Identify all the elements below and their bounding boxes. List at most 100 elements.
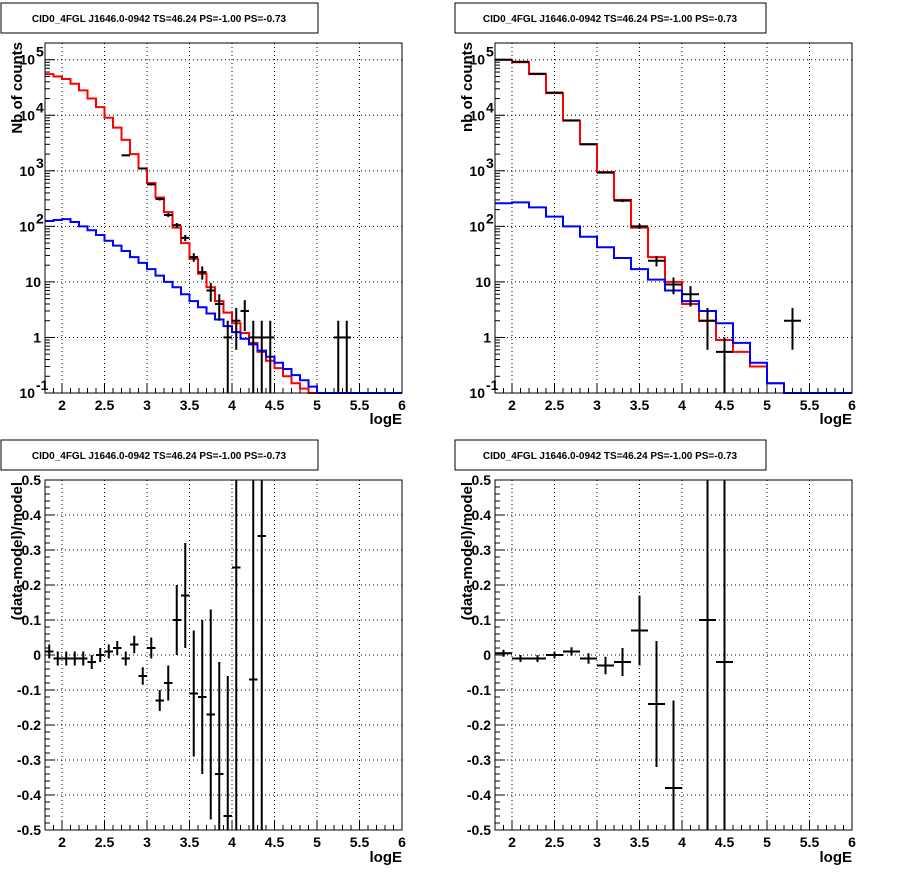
panel-title: CID0_4FGL J1646.0-0942 TS=46.24 PS=-1.00… xyxy=(32,14,287,25)
y-axis-label: nb of counts xyxy=(459,42,476,132)
x-tick-label: 5.5 xyxy=(350,834,370,850)
plot-frame xyxy=(44,479,403,831)
y-axis-label: Nb of counts xyxy=(9,42,26,134)
y-tick-label: 0.4 xyxy=(472,507,492,523)
y-tick-label: -0.3 xyxy=(467,752,491,768)
model-histogram-line xyxy=(495,201,852,394)
x-tick-label: 5 xyxy=(763,834,771,850)
y-tick-label: 10 xyxy=(25,274,41,290)
x-tick-label: 5 xyxy=(763,397,771,413)
y-tick-label: 10 xyxy=(475,274,491,290)
title-box xyxy=(0,439,319,471)
y-tick-exponent: -1 xyxy=(486,377,499,393)
x-tick-label: 3 xyxy=(593,834,601,850)
y-axis-label: (data-model)/model xyxy=(459,482,476,620)
x-tick-label: 2.5 xyxy=(95,397,115,413)
y-axis-label: (data-model)/model xyxy=(9,482,26,620)
plot-frame xyxy=(494,42,853,394)
y-tick-exponent: 3 xyxy=(486,155,494,171)
y-tick-label: 0 xyxy=(33,647,41,663)
y-tick-label: 10 xyxy=(469,52,485,68)
y-tick-label: 0.3 xyxy=(472,542,492,558)
y-tick-label: 10 xyxy=(19,218,35,234)
y-tick-label: -0.2 xyxy=(467,717,491,733)
y-tick-label: -0.1 xyxy=(467,682,491,698)
y-tick-label: 10 xyxy=(469,218,485,234)
y-tick-label: -0.1 xyxy=(17,682,41,698)
y-tick-label: 0.5 xyxy=(472,472,492,488)
plot-background xyxy=(495,43,852,393)
y-tick-exponent: -1 xyxy=(36,377,49,393)
y-tick-label: 0.3 xyxy=(22,542,42,558)
y-tick-exponent: 2 xyxy=(486,210,494,226)
x-tick-label: 6 xyxy=(848,397,856,413)
x-tick-label: 3.5 xyxy=(630,397,650,413)
y-tick-label: 10 xyxy=(19,52,35,68)
title-box xyxy=(0,2,319,34)
x-axis-label: logE xyxy=(370,849,403,866)
y-tick-label: -0.2 xyxy=(17,717,41,733)
x-tick-label: 5.5 xyxy=(350,397,370,413)
x-tick-label: 4.5 xyxy=(715,834,735,850)
x-tick-label: 3.5 xyxy=(180,397,200,413)
x-tick-label: 4 xyxy=(228,397,236,413)
y-tick-label: 0.1 xyxy=(472,612,492,628)
x-tick-label: 5.5 xyxy=(800,834,820,850)
plot-area: 2 2.5 3 3.5 4 4.5 5 5.5 6 -0.5 -0.4 -0.3 -0.2 -0.1 0 0.… xyxy=(467,472,856,850)
y-tick-label: 10 xyxy=(19,385,35,401)
plot-frame xyxy=(44,42,403,394)
x-tick-label: 4 xyxy=(228,834,236,850)
x-tick-label: 2 xyxy=(508,834,516,850)
x-tick-label: 4.5 xyxy=(265,834,285,850)
counts-panel-coarse-bins: CID0_4FGL J1646.0-0942 TS=46.24 PS=-1.00… xyxy=(454,2,856,428)
y-tick-exponent: 2 xyxy=(36,210,44,226)
y-tick-exponent: 5 xyxy=(486,44,494,60)
x-tick-label: 2 xyxy=(58,397,66,413)
x-tick-label: 6 xyxy=(848,834,856,850)
x-tick-label: 5 xyxy=(313,397,321,413)
y-tick-exponent: 5 xyxy=(36,44,44,60)
y-tick-label: -0.4 xyxy=(467,787,491,803)
x-axis-label: logE xyxy=(820,411,853,428)
y-tick-label: -0.5 xyxy=(467,822,491,838)
x-tick-label: 2 xyxy=(508,397,516,413)
x-tick-label: 6 xyxy=(398,397,406,413)
x-axis-label: logE xyxy=(820,849,853,866)
y-tick-label: 0.2 xyxy=(472,577,492,593)
x-tick-label: 2.5 xyxy=(545,397,565,413)
y-tick-label: 10 xyxy=(469,107,485,123)
y-tick-label: 10 xyxy=(19,163,35,179)
x-tick-label: 3 xyxy=(593,397,601,413)
x-tick-label: 5 xyxy=(313,834,321,850)
y-tick-label: 1 xyxy=(483,329,491,345)
model-histogram-line xyxy=(45,218,402,394)
plot-background xyxy=(45,43,402,393)
x-tick-label: 4 xyxy=(678,397,686,413)
y-tick-exponent: 4 xyxy=(486,99,494,115)
y-tick-label: 0.1 xyxy=(22,612,42,628)
panel-title: CID0_4FGL J1646.0-0942 TS=46.24 PS=-1.00… xyxy=(483,14,738,25)
x-tick-label: 4.5 xyxy=(715,397,735,413)
title-box xyxy=(454,439,767,471)
y-tick-label: -0.5 xyxy=(17,822,41,838)
x-tick-label: 3 xyxy=(143,834,151,850)
x-tick-label: 6 xyxy=(398,834,406,850)
y-tick-label: 0.5 xyxy=(22,472,42,488)
y-tick-label: 10 xyxy=(469,163,485,179)
x-tick-label: 5.5 xyxy=(800,397,820,413)
residuals-panel-fine-bins: CID0_4FGL J1646.0-0942 TS=46.24 PS=-1.00… xyxy=(0,439,406,866)
y-tick-label: 0.4 xyxy=(22,507,42,523)
x-tick-label: 3.5 xyxy=(630,834,650,850)
y-tick-label: 1 xyxy=(33,329,41,345)
y-tick-label: 0 xyxy=(483,647,491,663)
x-tick-label: 2.5 xyxy=(545,834,565,850)
title-box xyxy=(454,2,767,34)
y-tick-label: 10 xyxy=(469,385,485,401)
panel-title: CID0_4FGL J1646.0-0942 TS=46.24 PS=-1.00… xyxy=(483,451,738,462)
y-tick-exponent: 4 xyxy=(36,99,44,115)
plot-area: 2 2.5 3 3.5 4 4.5 5 5.5 6 -0.5 -0.4 -0.3 -0.2 -0.1 0 0.… xyxy=(17,472,406,850)
plot-frame xyxy=(494,479,853,831)
